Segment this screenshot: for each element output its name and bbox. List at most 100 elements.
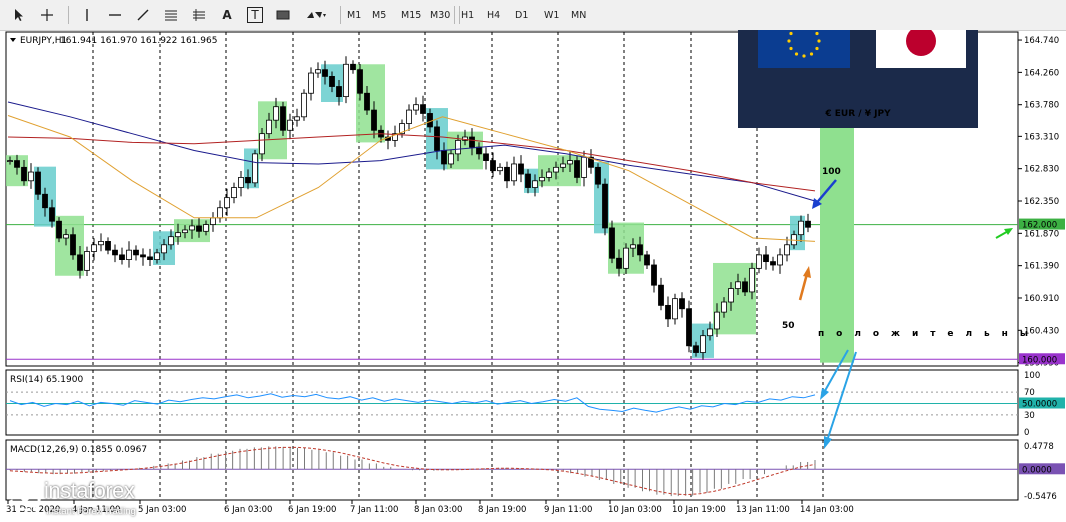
macd-pane: MACD(12,26,9) 0.1855 0.0967 0.4778 0.0000 -… [5,439,1065,502]
candle-body [595,166,601,185]
arrows-icon[interactable] [302,4,330,26]
macd-tick-label: 0.4778 [1024,442,1054,452]
macd-tick-label: -0.5476 [1024,492,1057,502]
crosshair-icon[interactable] [36,4,58,26]
projection-zone [820,120,854,363]
candle-body [707,328,713,337]
rsi-tick-label: 0 [1024,428,1029,438]
timeframe-h4[interactable]: H4 [487,9,501,21]
candle-body [749,267,755,293]
candle-body [420,104,426,114]
rsi-label: RSI(14) 65.1900 [10,375,83,385]
candle-body [686,308,692,347]
candle-body [119,254,125,260]
candle-body [546,171,552,178]
candle-body [252,153,258,184]
ma-line-ma100 [7,101,816,202]
candle-body [70,234,76,256]
chart-area[interactable]: 164.740 164.260 163.780 163.310 162.830 162.3… [0,30,1066,522]
candle-body [329,76,335,87]
candle-body [231,187,237,199]
chart-toolbar: A T M1 M5 M15 M30 H1 H4 D1 W1 MN [0,0,1066,31]
text-icon[interactable]: A [222,8,232,22]
horizontal-line-icon[interactable] [104,4,126,26]
candle-body [406,109,412,124]
eu-flag-star [817,39,821,43]
candle-body [504,166,510,182]
ma-line-ma200 [7,133,816,192]
candle-body [518,163,524,175]
candle-body [189,225,195,231]
jp-flag-sun [906,30,936,56]
candle-body [728,288,734,303]
logo-brand: instaforex [44,478,135,503]
candle-body [567,160,573,165]
timeframe-m30[interactable]: M30 [430,9,451,21]
candle-body [539,177,545,182]
level-badge [1019,218,1065,230]
timeframe-d1[interactable]: D1 [515,9,529,21]
candle-body [609,227,615,259]
ma-line-ma50 [7,115,816,242]
candle-body [427,113,433,128]
candle-body [560,163,566,168]
channel-icon[interactable] [188,4,210,26]
candle-body [343,63,349,98]
y-tick-label: 160.430 [1024,326,1059,336]
timeframe-m5[interactable]: M5 [372,9,387,21]
eu-flag-star [787,39,791,43]
candle-body [413,104,419,111]
candle-body [210,217,216,225]
candle-body [287,119,293,131]
candle-body [476,146,482,155]
instaforex-logo-icon [8,478,42,512]
text-label-icon[interactable]: T [244,4,266,26]
x-tick-label: 5 Jan 03:00 [138,505,186,515]
rsi-arrow [821,349,849,397]
fibonacci-icon[interactable] [160,4,182,26]
candle-body [588,156,594,168]
candle-body [357,69,363,94]
timeframe-mn[interactable]: MN [571,9,587,21]
x-tick-label: 31 Dec 2020 [6,505,60,515]
ma50-arrowhead [803,266,811,278]
eu-flag-star [789,46,793,51]
level-badge [1019,353,1065,365]
candle-body [280,106,286,131]
level-label: 162.000 [1022,221,1057,231]
eu-flag-star [789,31,793,36]
ohlc-label: 161.941 161.970 161.922 161.965 [60,36,217,46]
candle-body [805,220,811,228]
candle-body [350,63,356,71]
candle-body [175,232,181,238]
candle-body [574,160,580,178]
candle-body [672,298,678,320]
candle-body [161,244,167,254]
timeframe-w1[interactable]: W1 [544,9,560,21]
macd-arrow [825,351,857,445]
highlight-zone [538,155,581,187]
trend-line-icon[interactable] [132,4,154,26]
candle-body [21,166,27,182]
vertical-line-icon[interactable] [76,4,98,26]
candle-body [238,177,244,188]
banner-text: € EUR / ¥ JPY [824,109,891,119]
timeframe-h1[interactable]: H1 [461,9,475,21]
cursor-icon[interactable] [8,4,30,26]
candle-body [294,116,300,121]
timeframe-m15[interactable]: M15 [401,9,422,21]
candle-body [623,247,629,269]
candle-body [637,244,643,256]
candle-body [693,345,699,353]
timeframe-m1[interactable]: M1 [347,9,362,21]
candle-body [448,153,454,165]
candle-body [756,254,762,269]
candle-body [490,160,496,172]
x-tick-label: 8 Jan 19:00 [478,505,526,515]
time-axis: 31 Dec 2020 4 Jan 11:00 5 Jan 03:00 6 Jan 0… [6,500,854,515]
y-tick-label: 164.260 [1024,68,1059,78]
macd-zero-label: 0.0000 [1022,465,1052,475]
x-tick-label: 7 Jan 11:00 [350,505,398,515]
rectangle-icon[interactable] [272,4,294,26]
candle-body [665,304,671,320]
